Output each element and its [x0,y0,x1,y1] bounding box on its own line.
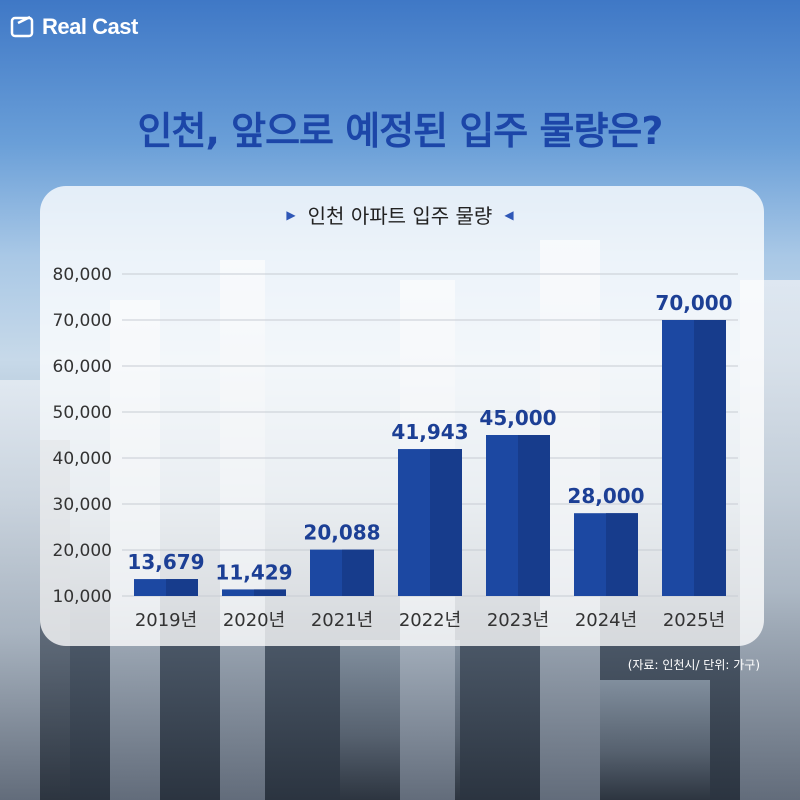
data-label: 41,943 [391,420,468,444]
realcast-logo-mark-icon [10,15,34,38]
data-label: 11,429 [215,560,292,584]
brand-name: Real Cast [42,14,138,39]
triangle-left-icon: ◀ [504,207,514,222]
data-label: 45,000 [479,406,556,430]
triangle-right-icon: ▶ [286,207,296,222]
data-label: 13,679 [127,550,204,574]
y-tick-label: 60,000 [53,357,112,377]
x-tick-label: 2021년 [311,610,373,631]
x-tick-label: 2023년 [487,610,549,631]
y-tick-label: 20,000 [53,541,112,561]
bar-shade [342,549,374,596]
data-label: 20,088 [303,521,380,545]
y-tick-label: 50,000 [53,403,112,423]
bar-shade [518,435,550,596]
x-tick-label: 2019년 [135,610,197,631]
bar-shade [430,449,462,596]
chart-title-row: ▶ 인천 아파트 입주 물량 ◀ [0,200,800,229]
x-tick-label: 2022년 [399,610,461,631]
bar-shade [166,579,198,596]
y-tick-label: 80,000 [53,265,112,285]
data-label: 28,000 [567,484,644,508]
bar-shade [254,589,286,596]
chart-title: 인천 아파트 입주 물량 [307,204,493,228]
y-tick-label: 40,000 [53,449,112,469]
x-tick-label: 2024년 [575,610,637,631]
x-tick-label: 2020년 [223,610,285,631]
data-label: 70,000 [655,291,732,315]
y-tick-label: 10,000 [53,587,112,607]
bar-shade [606,513,638,596]
headline: 인천, 앞으로 예정된 입주 물량은? [137,109,664,153]
y-tick-label: 30,000 [53,495,112,515]
realcast-logo: Real Cast [10,14,138,40]
x-tick-label: 2025년 [663,610,725,631]
bar-shade [694,320,726,596]
source-note: (자료: 인천시/ 단위: 가구) [627,658,760,672]
y-tick-label: 70,000 [53,311,112,331]
